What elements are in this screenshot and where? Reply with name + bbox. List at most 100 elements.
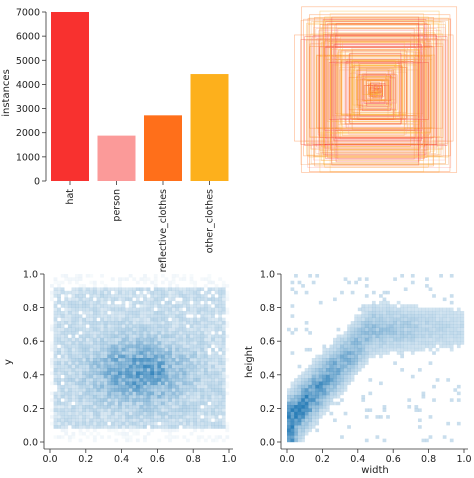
xy-heatmap-cell	[189, 351, 194, 355]
wh-heatmap-cell	[400, 317, 405, 322]
xy-heatmap-cell	[193, 368, 197, 372]
xy-heatmap-cell	[57, 287, 61, 291]
xy-heatmap-cell	[150, 297, 155, 302]
xy-heatmap-cell	[157, 341, 162, 345]
wh-heatmap-cell	[290, 331, 295, 335]
wh-heatmap-cell	[333, 337, 337, 342]
xy-heatmap-y-tick-label: 1.0	[23, 270, 38, 281]
wh-heatmap-cell	[456, 398, 461, 402]
xy-heatmap-cell	[150, 294, 155, 298]
wh-heatmap-cell	[435, 314, 440, 318]
xy-heatmap-cell	[125, 314, 129, 318]
xy-heatmap-cell	[128, 304, 133, 308]
xy-heatmap-cell	[50, 364, 54, 369]
wh-heatmap-cell	[375, 327, 380, 332]
xy-heatmap-cell	[67, 361, 72, 365]
xy-heatmap-cell	[164, 371, 169, 375]
xy-heatmap-cell	[139, 314, 144, 318]
xy-heatmap-cell	[64, 290, 69, 295]
wh-heatmap-cell	[301, 391, 305, 396]
xy-heatmap-cell	[186, 344, 190, 349]
wh-heatmap-cell	[311, 401, 316, 406]
xy-heatmap-cell	[114, 287, 119, 291]
wh-heatmap-cell	[382, 300, 387, 305]
xy-heatmap-cell	[214, 438, 219, 443]
xy-heatmap-cell	[107, 334, 112, 339]
xy-heatmap-cell	[67, 331, 72, 335]
xy-heatmap-cell	[103, 304, 108, 308]
xy-heatmap-cell	[139, 408, 144, 412]
xy-heatmap-cell	[164, 321, 169, 325]
wh-heatmap-cell	[350, 331, 355, 335]
xy-heatmap-cell	[121, 287, 126, 291]
xy-heatmap-cell	[71, 364, 76, 369]
wh-heatmap-cell	[379, 354, 383, 359]
xy-heatmap-cell	[153, 324, 158, 328]
wh-heatmap-cell	[315, 388, 320, 392]
xy-heatmap-cell	[175, 435, 180, 439]
xy-heatmap-cell	[110, 277, 115, 281]
xy-heatmap-cell	[71, 324, 76, 328]
wh-heatmap-cell	[400, 304, 405, 308]
xy-heatmap-cell	[211, 388, 215, 392]
wh-heatmap-cell	[371, 304, 376, 308]
wh-heatmap-cell	[329, 351, 334, 355]
bar-hat	[51, 12, 89, 181]
xy-heatmap-cell	[200, 347, 205, 352]
xy-heatmap-cell	[221, 381, 226, 386]
xy-heatmap-cell	[146, 388, 151, 392]
xy-heatmap-cell	[211, 280, 215, 285]
wh-heatmap-cell	[428, 435, 433, 439]
xy-heatmap-cell	[150, 304, 155, 308]
wh-heatmap-y-tick-label: 0.2	[260, 404, 275, 415]
xy-heatmap-cell	[67, 341, 72, 345]
wh-heatmap-cell	[389, 334, 394, 339]
xy-heatmap-cell	[53, 327, 58, 332]
wh-heatmap-cell	[371, 307, 376, 312]
xy-heatmap-cell	[196, 401, 201, 406]
wh-heatmap-cell	[347, 280, 351, 285]
xy-heatmap-cell	[60, 334, 65, 339]
xy-heatmap-cell	[53, 294, 58, 298]
xy-heatmap-cell	[164, 405, 169, 409]
xy-heatmap-cell	[186, 290, 190, 295]
xy-heatmap-cell	[178, 344, 183, 349]
wh-heatmap-cell	[407, 334, 412, 339]
label-box	[342, 41, 405, 137]
xy-heatmap-cell	[100, 401, 104, 406]
wh-heatmap-cell	[396, 344, 401, 349]
xy-heatmap-cell	[178, 418, 183, 423]
wh-heatmap-cell	[322, 381, 327, 386]
xy-heatmap-cell	[139, 277, 144, 281]
xy-heatmap-cell	[71, 384, 76, 389]
xy-heatmap-cell	[57, 294, 61, 298]
xy-heatmap-cell	[107, 388, 112, 392]
xy-heatmap-cell	[89, 337, 94, 342]
wh-heatmap-cell	[290, 421, 295, 426]
wh-heatmap-cell	[294, 388, 298, 392]
xy-heatmap-cell	[110, 321, 115, 325]
wh-heatmap-cell	[439, 321, 443, 325]
label-box	[358, 69, 396, 109]
xy-heatmap-cell	[82, 297, 86, 302]
wh-heatmap-cell	[325, 405, 330, 409]
wh-heatmap-cell	[350, 334, 355, 339]
wh-heatmap-cell	[425, 307, 429, 312]
xy-heatmap-cell	[200, 361, 205, 365]
wh-heatmap-cell	[304, 321, 309, 325]
xy-heatmap-cell	[82, 307, 86, 312]
xy-heatmap-cell	[178, 384, 183, 389]
xy-heatmap-cell	[207, 341, 212, 345]
xy-heatmap-cell	[175, 398, 180, 402]
xy-heatmap-cell	[171, 290, 176, 295]
wh-heatmap-cell	[375, 435, 380, 439]
xy-heatmap-cell	[200, 418, 205, 423]
xy-heatmap-cell	[153, 337, 158, 342]
xy-heatmap-cell	[132, 290, 137, 295]
xy-heatmap-cell	[110, 361, 115, 365]
xy-heatmap-cell	[110, 381, 115, 386]
wh-heatmap-cell	[343, 331, 348, 335]
wh-heatmap-x-tick-label: 0.4	[350, 454, 365, 465]
xy-heatmap-cell	[171, 391, 176, 396]
wh-heatmap-cell	[336, 374, 341, 379]
